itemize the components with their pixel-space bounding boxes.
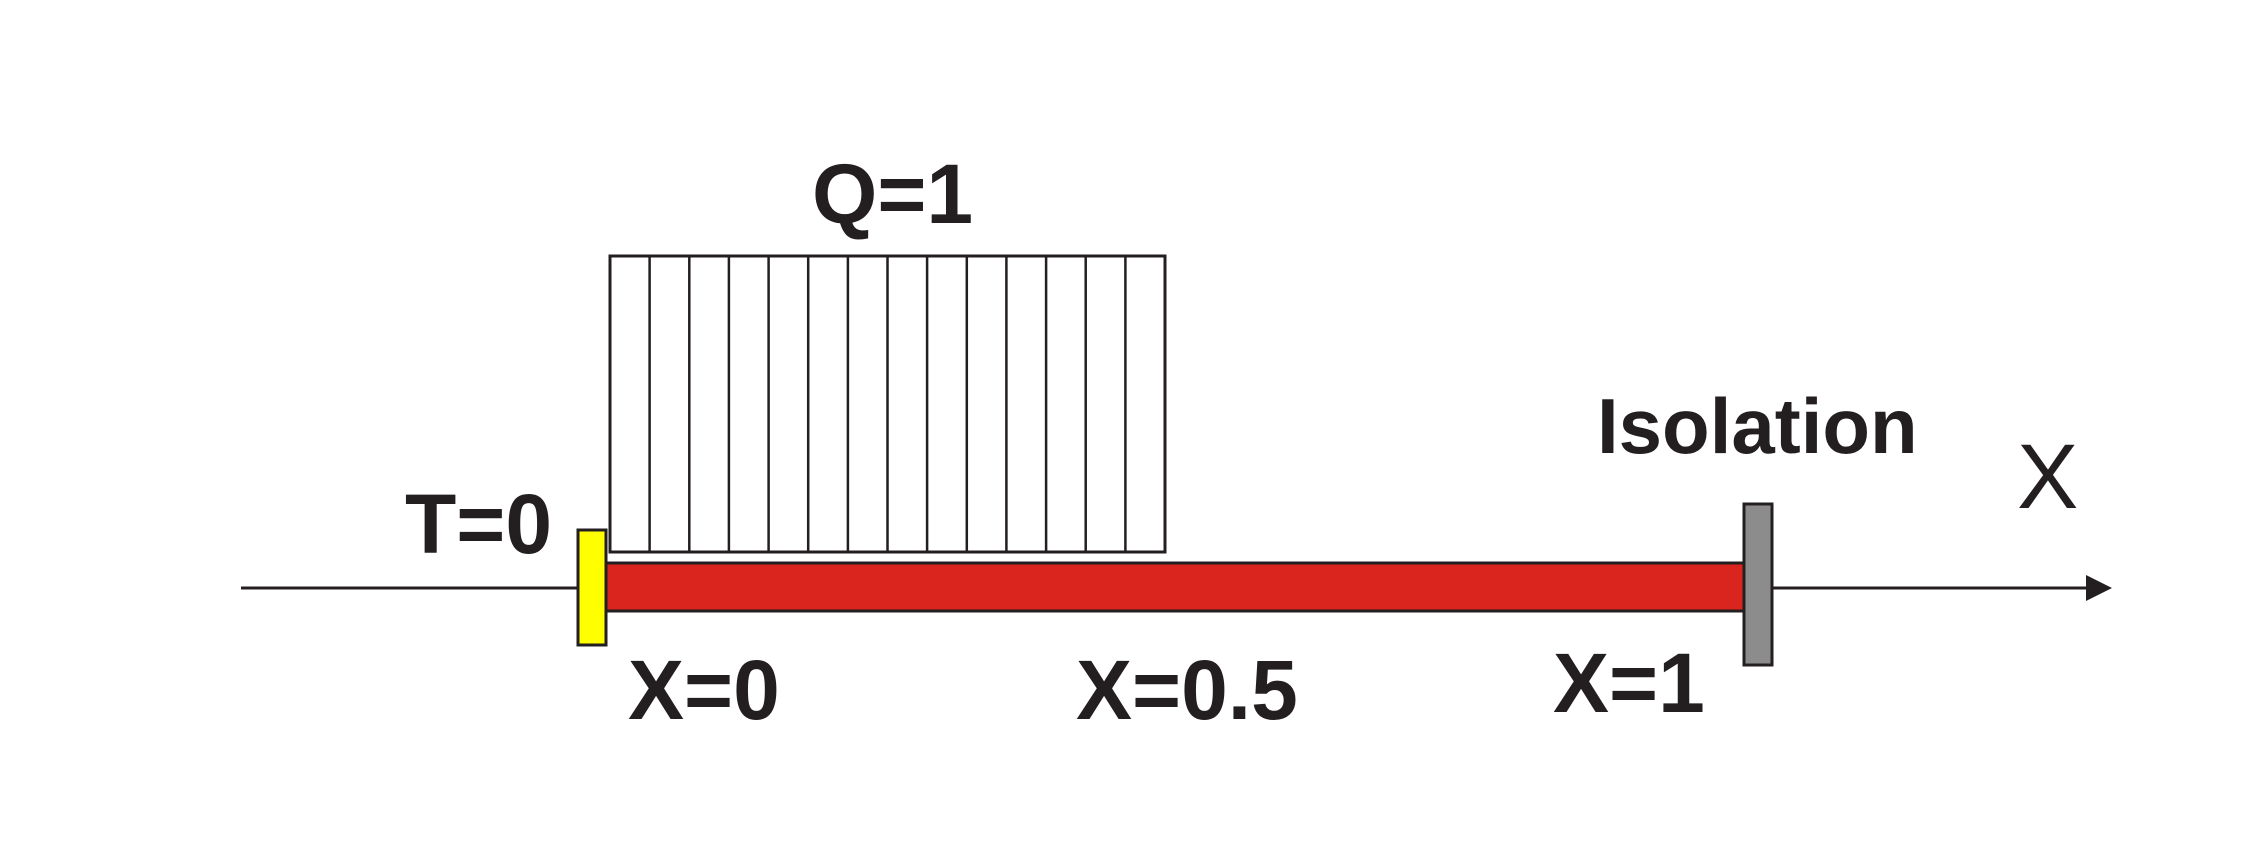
x-end-label: X=1 (1553, 636, 1705, 730)
right-boundary-block (1742, 502, 1774, 667)
temperature-label: T=0 (405, 477, 552, 571)
heat-flux-label: Q=1 (812, 147, 973, 241)
left-boundary-block (576, 528, 608, 647)
x-mid-label: X=0.5 (1076, 643, 1298, 737)
x-axis-arrowhead (2086, 575, 2112, 601)
isolation-label: Isolation (1597, 382, 1918, 470)
heat-flux-region (608, 254, 1167, 554)
rod (603, 561, 1747, 613)
x-axis-label: X (2017, 426, 2078, 528)
x-start-label: X=0 (628, 643, 780, 737)
